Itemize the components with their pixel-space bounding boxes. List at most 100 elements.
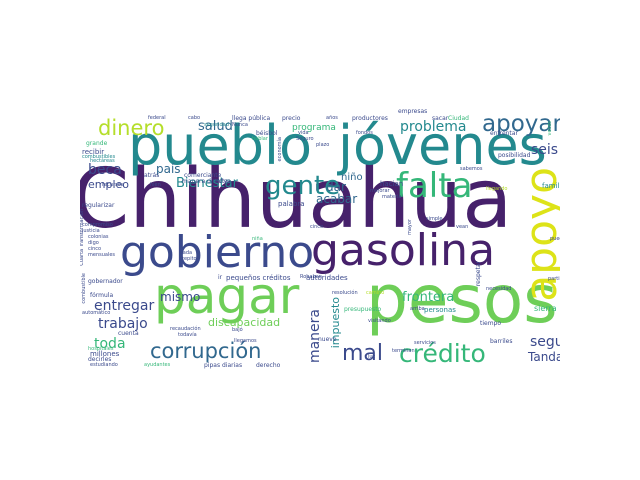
word-derecho: derecho	[256, 362, 281, 369]
word-cuarta-transformacion: Cuarta Transformación	[80, 209, 85, 266]
word-comerciante: comerciante	[184, 172, 222, 179]
word-mal: mal	[342, 341, 384, 366]
word-simple: simple	[426, 216, 443, 222]
word-corrupcion: corrupción	[150, 339, 262, 363]
word-respetar: respetar	[475, 261, 482, 287]
word-gente: gente	[265, 171, 341, 201]
word-viva: Viva	[218, 178, 231, 185]
word-visitando: visitando	[368, 318, 391, 324]
word-chihuahua: Chihuahua	[80, 152, 513, 247]
word-llegando: llegando	[486, 186, 508, 192]
word-camino: camino	[366, 290, 385, 296]
word-ayudantes: ayudantes	[144, 362, 171, 368]
word-trabajo: trabajo	[98, 316, 148, 332]
word-seguro: Seguro	[296, 136, 314, 142]
word-tiempo: tiempo	[480, 320, 502, 327]
word-veces: veces	[547, 121, 553, 136]
word-dinero: dinero	[98, 116, 165, 140]
word-dar: dar	[326, 180, 346, 194]
word-compromiso: compromiso	[82, 222, 113, 228]
word-servicios: servicios	[414, 340, 436, 346]
word-automatico: automático	[82, 310, 111, 316]
word-grande: grande	[86, 140, 108, 147]
word-economia: economía	[277, 137, 283, 162]
word-llegamos: llegamos	[234, 338, 257, 344]
word-federal: federal	[148, 115, 166, 121]
word-atras: atrás	[144, 172, 160, 179]
word-mejorar: mejorar	[370, 188, 390, 194]
word-recibir: recibir	[82, 148, 105, 156]
word-bienestar: Bienestar	[176, 176, 238, 191]
word-seis: seis	[531, 142, 559, 158]
word-cloud: Chihuahua pueblo jóvenes pesos gobierno …	[80, 107, 560, 373]
word-anos: años	[326, 115, 338, 121]
word-luz: luz	[368, 354, 376, 360]
word-puedo: puedo	[550, 236, 560, 242]
word-cinco: cinco	[88, 246, 102, 252]
word-materia: materia	[382, 194, 402, 200]
word-empleo: empleo	[88, 178, 130, 191]
word-recaudacion: recaudación	[170, 326, 201, 332]
word-frontera: frontera	[402, 290, 455, 305]
word-problema: problema	[400, 119, 467, 135]
word-mensuales: mensuales	[88, 252, 116, 258]
word-gobierno: gobierno	[120, 227, 315, 278]
word-nina: niña	[252, 236, 263, 242]
word-familia: familia	[542, 182, 560, 190]
word-arriba: arriba	[410, 306, 425, 312]
word-decirles: decirles	[88, 356, 112, 363]
word-todavia: todavía	[178, 332, 197, 338]
word-robaban: Robaban	[300, 274, 322, 280]
word-posibilidad: posibilidad	[498, 152, 531, 159]
word-necesidad: necesidad	[486, 286, 512, 292]
word-hien: hien	[150, 182, 161, 188]
word-mayor: mayor	[407, 219, 413, 236]
word-justicia: justicia	[82, 228, 100, 234]
word-programa: programa	[292, 123, 336, 133]
word-acabar: acabar	[316, 192, 358, 206]
word-vida: vida	[298, 130, 309, 136]
word-cuenta: cuenta	[118, 330, 139, 337]
word-sacar: sacar	[432, 115, 449, 122]
word-llega-publica: llega pública	[232, 115, 271, 122]
word-sierra: sierra	[534, 304, 557, 313]
word-partir: partir	[548, 276, 560, 282]
word-gasolina: gasolina	[311, 225, 496, 276]
word-pipas-diarias: pipas diarias	[204, 362, 243, 369]
word-nino: niño	[341, 172, 363, 183]
word-formula: fórmula	[90, 292, 114, 299]
word-hacian: hacian	[380, 180, 404, 188]
word-empresas: empresas	[398, 108, 428, 115]
word-personas: personas	[424, 306, 456, 314]
word-barriles: barriles	[490, 338, 513, 345]
word-hectareas: hectáreas	[90, 158, 115, 164]
word-pagar: pagar	[154, 267, 300, 325]
word-enfrentar: enfrentar	[490, 130, 518, 137]
word-toda: toda	[94, 336, 126, 352]
word-bajo: bajó	[232, 327, 243, 333]
word-salud: salud	[198, 119, 233, 134]
word-hablar: hablar	[252, 136, 268, 142]
word-combustibles: combustibles	[82, 154, 116, 160]
word-beca: beca	[88, 162, 122, 178]
word-seguir: seguir	[530, 334, 560, 350]
word-pequenos-creditos: pequeños créditos	[226, 274, 291, 282]
word-pais: país	[156, 162, 181, 176]
word-discapacidad: discapacidad	[208, 316, 281, 329]
word-presupuesto: presupuesto	[344, 306, 382, 313]
word-nunca: Nunca	[232, 122, 248, 128]
word-tandas: Tandas	[528, 350, 560, 364]
word-millones: millones	[90, 350, 120, 358]
word-seguridad: seguridad	[204, 122, 229, 128]
word-vean: vean	[456, 224, 469, 230]
word-colonias: colonias	[88, 234, 109, 240]
word-repito: repito	[182, 256, 197, 262]
word-pueblo: pueblo	[128, 114, 313, 177]
word-combustible: combustible	[81, 273, 87, 304]
word-estudiando: estudiando	[90, 362, 118, 368]
word-recursos: recursos	[102, 182, 124, 188]
word-entregar: entregar	[94, 298, 155, 314]
word-ciudad: Ciudad	[448, 115, 469, 122]
word-pesos: pesos	[366, 261, 558, 338]
word-nuevo: nuevo	[318, 336, 337, 343]
